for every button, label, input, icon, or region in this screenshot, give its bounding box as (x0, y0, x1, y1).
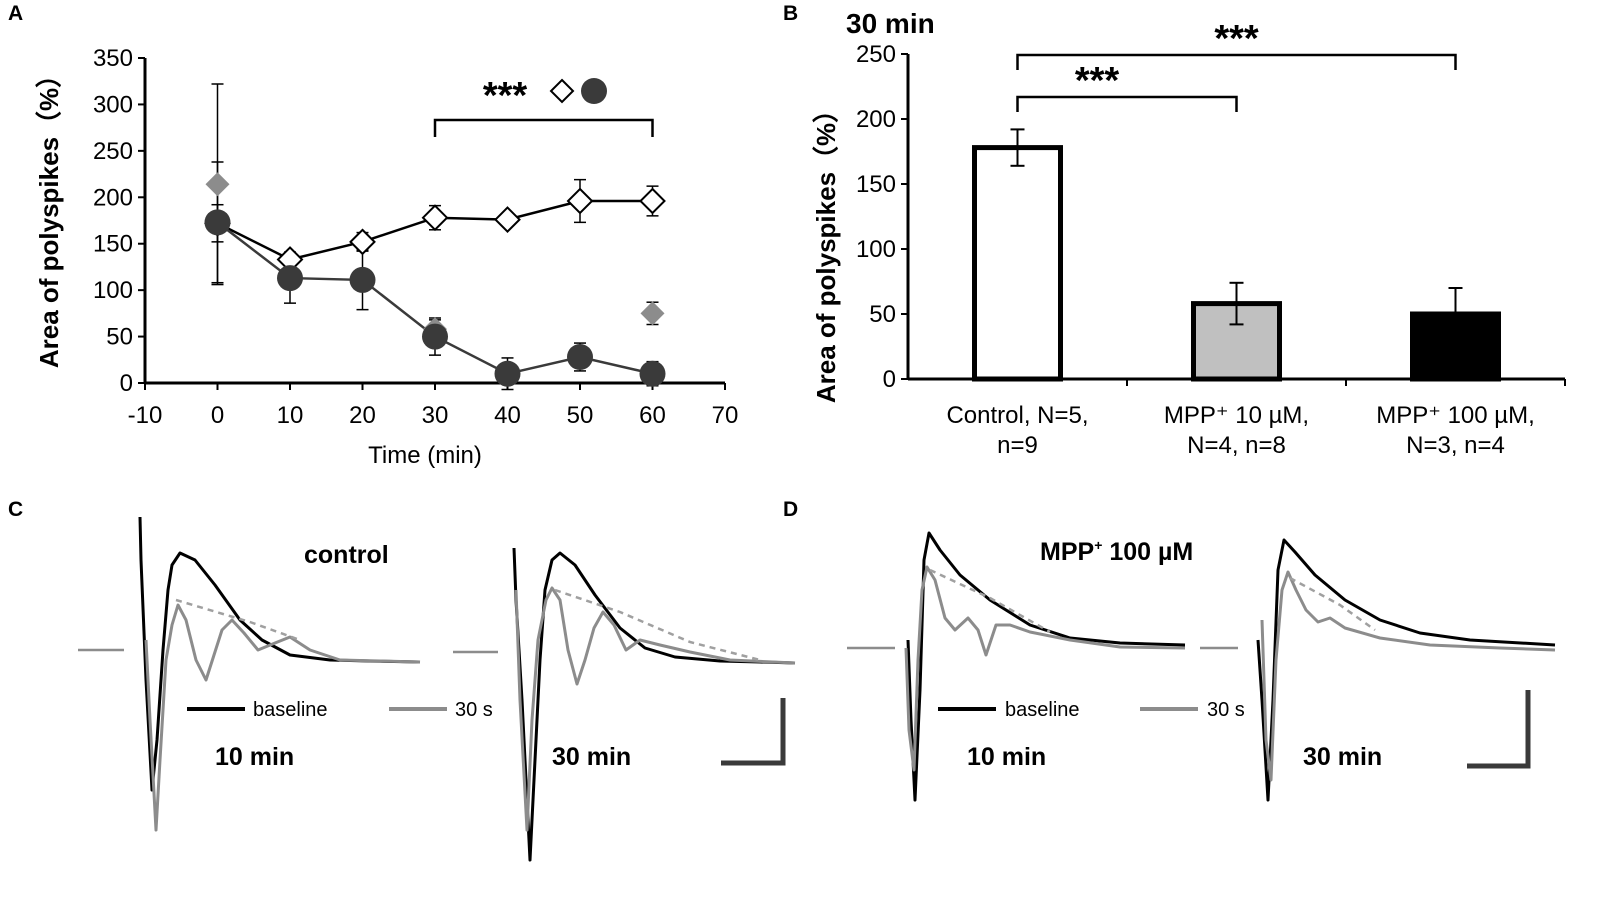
trace-d1-dashed-fit (929, 568, 1051, 634)
chart-b-ytick-label: 150 (856, 171, 896, 198)
chart-b-significance-stars: *** (1214, 18, 1259, 60)
trace-c1-gray (144, 603, 421, 832)
chart-a-point-control (494, 206, 521, 233)
panel-d-scale-bar (1467, 690, 1531, 769)
chart-b-category-label: n=9 (997, 432, 1038, 459)
chart-a-axes: 0 50 100 150 200 250 300 350 -10 0 10 20 30 40 50 60 70 (93, 45, 738, 429)
chart-b-significance-bracket (1016, 95, 1238, 112)
chart-b-ylabel: Area of polyspikes（%） (811, 97, 841, 403)
trace-c2-dashed-fit (554, 588, 761, 662)
panel-c-time-left: 10 min (215, 743, 294, 771)
chart-a-point-control (421, 204, 449, 232)
chart-a-point-mpp100 (277, 265, 303, 292)
chart-a-sig-diamond-icon (549, 78, 575, 104)
chart-a-sig-circle-icon (581, 78, 607, 104)
panel-d-time-right: 30 min (1303, 743, 1382, 771)
chart-a-point-mpp100 (349, 266, 376, 293)
trace-d1-black (906, 531, 1186, 802)
panel-c-traces: control 10 min 30 min baseline 30 s (187, 541, 786, 771)
chart-a-ytick-label: 300 (93, 91, 133, 118)
chart-a-point-mpp10 (640, 301, 665, 326)
panel-letter-b: B (783, 2, 798, 25)
chart-a-xtick-label: 40 (494, 402, 521, 429)
chart-b-bar (972, 145, 1063, 382)
chart-b-bar: 30 min Area of polyspikes（%） 0 50 100 150 20… (811, 8, 1566, 459)
chart-b-ytick-label: 200 (856, 106, 896, 133)
chart-a-significance-stars: *** (483, 75, 528, 117)
chart-a-point-mpp10 (205, 172, 230, 197)
chart-a-point-mpp100 (567, 344, 593, 370)
chart-a-marks (204, 78, 666, 391)
chart-b-category-label: MPP⁺ 10 µM, (1164, 402, 1309, 429)
chart-a-ylabel: Area of polyspikes（%） (34, 62, 64, 368)
panel-letter-a: A (8, 2, 23, 25)
chart-b-ytick-label: 0 (883, 366, 896, 393)
trace-d1-gray (904, 565, 1186, 772)
chart-a-ytick-label: 200 (93, 184, 133, 211)
chart-a-point-control (349, 228, 376, 256)
panel-d-condition-sup: + (1094, 537, 1102, 553)
chart-a-xtick-label: 10 (277, 402, 304, 429)
chart-b-ytick-label: 250 (856, 41, 896, 68)
chart-a-point-mpp100 (204, 209, 231, 236)
panel-d-condition: MPP+ 100 µM (1040, 537, 1193, 566)
chart-b-title: 30 min (846, 8, 935, 39)
chart-b-significance-bracket (1016, 53, 1457, 70)
trace-c1-black (138, 516, 421, 792)
chart-a-ytick-label: 50 (106, 324, 133, 351)
panel-letter-d: D (783, 498, 798, 521)
panel-c-scale-bar (721, 698, 786, 766)
chart-a-xtick-label: 50 (567, 402, 594, 429)
chart-a-point-mpp100 (494, 360, 521, 387)
chart-b-marks: *** *** (972, 18, 1501, 382)
chart-b-category-label: N=4, n=8 (1187, 432, 1286, 459)
trace-d2-black (1256, 538, 1556, 802)
chart-a-ytick-label: 150 (93, 231, 133, 258)
chart-a-xtick-label: 0 (211, 402, 224, 429)
chart-b-category-label: Control, N=5, (946, 402, 1088, 429)
panel-c-condition: control (304, 541, 389, 569)
chart-b-axes: 0 50 100 150 200 250 Control, N=5, n=9 MPP⁺ 10 µ… (856, 41, 1566, 459)
trace-d2-gray (1260, 570, 1556, 782)
chart-b-ytick-label: 50 (869, 301, 896, 328)
chart-a-ytick-label: 100 (93, 277, 133, 304)
trace-d2-dashed-fit (1289, 576, 1376, 632)
trace-c2-gray (514, 586, 796, 832)
chart-a-xtick-label: 70 (712, 402, 739, 429)
panel-d-time-left: 10 min (967, 743, 1046, 771)
chart-a-point-control (639, 187, 666, 215)
chart-a-xtick-label: -10 (128, 402, 163, 429)
chart-a-ytick-label: 350 (93, 45, 133, 72)
panel-d-condition-rest: 100 µM (1102, 538, 1193, 566)
trace-c1-dashed-fit (175, 598, 301, 642)
chart-a-significance-bracket (433, 118, 654, 137)
chart-a-xtick-label: 30 (422, 402, 449, 429)
panel-c-time-right: 30 min (552, 743, 631, 771)
panel-c-legend-30s: 30 s (455, 699, 493, 721)
chart-a-line: Area of polyspikes（%） Time (min) 0501001… (34, 45, 738, 469)
chart-a-ytick-label: 250 (93, 138, 133, 165)
chart-b-category-label: N=3, n=4 (1406, 432, 1505, 459)
panel-c-legend-baseline: baseline (253, 699, 328, 721)
panel-letter-c: C (8, 498, 23, 521)
chart-b-ytick-label: 100 (856, 236, 896, 263)
panel-d-traces: MPP+ 100 µM 10 min 30 min baseline 30 s (938, 537, 1531, 771)
chart-a-xtick-label: 20 (349, 402, 376, 429)
chart-a-point-mpp100 (422, 323, 448, 350)
chart-b-category-label: MPP⁺ 100 µM, (1376, 402, 1535, 429)
chart-a-point-mpp100 (639, 360, 666, 387)
panel-d-condition-main: MPP (1040, 538, 1094, 566)
chart-a-xtick-label: 60 (639, 402, 666, 429)
chart-a-xlabel: Time (min) (368, 442, 482, 469)
panel-d-legend-30s: 30 s (1207, 699, 1245, 721)
electrophysiology-traces (78, 516, 1556, 862)
chart-b-significance-stars: *** (1075, 60, 1120, 102)
panel-d-legend-baseline: baseline (1005, 699, 1080, 721)
chart-a-point-control (566, 187, 594, 215)
chart-a-ytick-label: 0 (120, 370, 133, 397)
